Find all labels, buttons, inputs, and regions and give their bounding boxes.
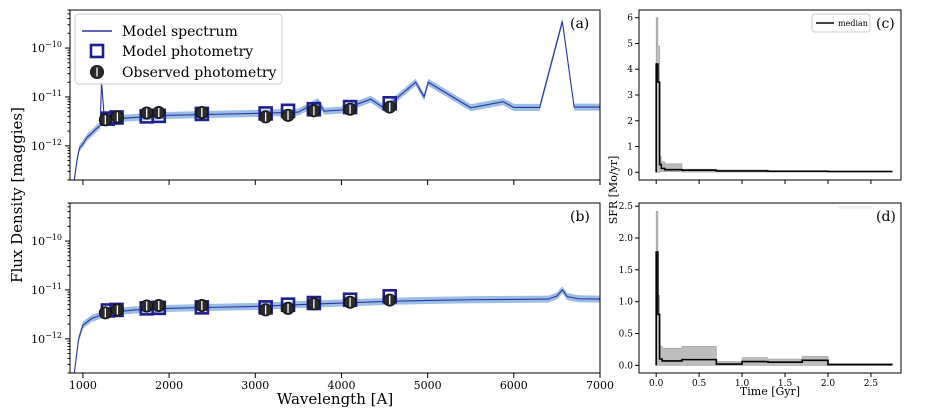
sfr-x-tick-label: 0.5 <box>692 379 707 389</box>
legend-a: Model spectrum Model photometry Observed… <box>74 13 283 85</box>
sfr-x-tick-label: 2.5 <box>864 379 879 389</box>
sfr-y-tick-label: 5 <box>627 39 633 49</box>
spectrum-line-b <box>73 289 600 373</box>
sfr-y-tick-label: 0 <box>627 168 633 178</box>
panel-a-frame <box>69 9 601 181</box>
panel-b: 10−12 10−11 10−10 1000 2000 3000 4000 5000 6000 7… <box>31 202 614 392</box>
x-tick-label: 3000 <box>241 379 269 392</box>
sfr-axis-label: SFR [Mo/yr] <box>607 156 620 225</box>
spectrum-band-b <box>74 286 600 373</box>
sfr-y-tick-label: 2.5 <box>619 202 634 212</box>
x-tick-label: 1000 <box>69 379 97 392</box>
y-tick-label: 10−10 <box>31 40 62 55</box>
panel-a: 10−12 10−11 10−10 (a) Model spectrum Model… <box>31 9 601 185</box>
x-tick-label: 7000 <box>586 379 614 392</box>
panel-d-frame <box>638 202 902 374</box>
wavelength-axis-label: Wavelength [A] <box>277 390 393 408</box>
legend-model-photometry-swatch <box>89 43 105 59</box>
sfr-band-d <box>655 210 893 366</box>
panel-d-label: (d) <box>876 209 896 225</box>
panel-c-frame <box>638 9 902 181</box>
panel-d: 0.0 0.5 1.0 1.5 2.0 2.5 0.0 0.5 1.0 1.5 2.0 2.5 (d) <box>619 202 902 389</box>
sfr-y-tick-label: 0.0 <box>619 361 634 371</box>
sfr-x-tick-label: 1.5 <box>778 379 793 389</box>
legend-model-photometry-label: Model photometry <box>122 44 253 60</box>
spectrum-line-a <box>73 21 600 180</box>
legend-observed-photometry-label: Observed photometry <box>122 65 277 81</box>
panel-b-frame <box>69 202 601 374</box>
sfr-x-tick-label: 2.0 <box>821 379 836 389</box>
panel-b-label: (b) <box>570 209 590 225</box>
sfr-y-tick-label: 0.5 <box>619 330 634 340</box>
y-tick-label: 10−10 <box>31 233 62 248</box>
time-axis-label: Time [Gyr] <box>740 385 800 398</box>
sfr-x-tick-label: 1.0 <box>735 379 750 389</box>
y-tick-label: 10−11 <box>31 89 62 104</box>
sfr-y-tick-label: 2 <box>627 117 633 127</box>
sfr-x-tick-label: 0.0 <box>649 379 664 389</box>
sfr-median-line-c <box>655 63 893 173</box>
panel-a-label: (a) <box>570 16 589 32</box>
y-tick-label: 10−12 <box>31 331 62 346</box>
x-tick-label: 6000 <box>500 379 528 392</box>
sfr-y-tick-label: 1 <box>627 143 633 153</box>
x-tick-label: 4000 <box>327 379 355 392</box>
sfr-y-tick-label: 3 <box>627 91 633 101</box>
x-tick-label: 5000 <box>414 379 442 392</box>
panel-c: 0 1 2 3 4 5 6 (c) median <box>627 9 902 184</box>
sfr-y-tick-label: 2.0 <box>619 234 634 244</box>
legend-a-box <box>74 13 283 85</box>
sfr-y-tick-label: 6 <box>627 14 633 24</box>
flux-density-axis-label: Flux Density [maggies] <box>8 107 26 283</box>
sfr-median-line-d <box>655 251 893 366</box>
sfr-y-tick-label: 1.0 <box>619 298 634 308</box>
panel-c-label: (c) <box>876 16 895 32</box>
sfr-y-tick-label: 1.5 <box>619 266 634 276</box>
legend-c: median <box>811 13 871 33</box>
legend-c-box <box>811 13 871 33</box>
sfr-y-tick-label: 4 <box>627 65 633 75</box>
legend-model-spectrum-label: Model spectrum <box>122 24 238 40</box>
legend-median-label: median <box>838 19 868 28</box>
y-tick-label: 10−11 <box>31 282 62 297</box>
x-tick-label: 2000 <box>155 379 183 392</box>
legend-d-stub <box>838 206 872 209</box>
y-tick-label: 10−12 <box>31 138 62 153</box>
sfr-band-c <box>655 17 893 173</box>
